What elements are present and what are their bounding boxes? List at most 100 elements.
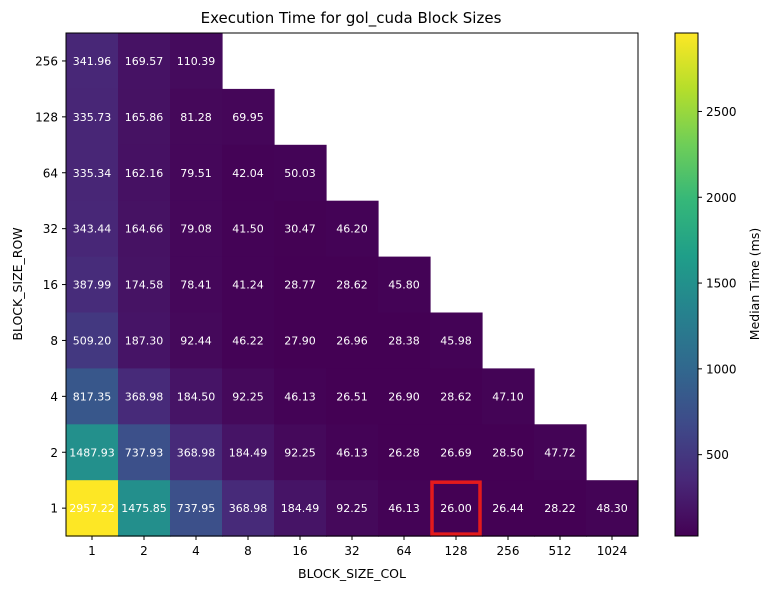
cell-value-label: 28.62	[336, 279, 368, 292]
heatmap-cell	[326, 480, 379, 537]
heatmap-cell	[66, 88, 119, 146]
heatmap-cell	[326, 424, 379, 481]
heatmap-cell	[378, 312, 431, 369]
y-tick-label: 256	[35, 54, 58, 68]
cell-value-label: 110.39	[177, 55, 216, 68]
heatmap-cell	[170, 480, 223, 537]
heatmap-cell	[378, 480, 431, 537]
cell-value-label: 79.08	[180, 223, 212, 236]
heatmap-cell	[274, 424, 327, 481]
heatmap-cell	[222, 88, 275, 146]
heatmap-cell	[482, 424, 535, 481]
heatmap-cell	[274, 480, 327, 537]
cell-value-label: 184.50	[177, 390, 216, 403]
cell-value-label: 30.47	[284, 223, 316, 236]
cell-value-label: 26.69	[440, 446, 472, 459]
heatmap-cell	[326, 312, 379, 369]
x-tick-label: 32	[344, 544, 359, 558]
cell-value-label: 26.44	[492, 502, 524, 515]
heatmap-cell	[274, 256, 327, 314]
heatmap-cell	[170, 368, 223, 425]
cell-value-label: 26.51	[336, 390, 368, 403]
heatmap-cell	[378, 368, 431, 425]
cell-value-label: 1475.85	[121, 502, 167, 515]
heatmap-cell	[66, 200, 119, 258]
cell-value-label: 46.20	[336, 223, 368, 236]
heatmap-cells	[66, 33, 639, 537]
cell-value-label: 42.04	[232, 167, 264, 180]
cell-value-label: 28.38	[388, 334, 420, 347]
y-axis-ticks: 256 128 64 32 16 8 4 2 1	[35, 54, 66, 516]
y-tick-label: 32	[43, 222, 58, 236]
cell-value-label: 1487.93	[69, 446, 115, 459]
cell-value-label: 28.22	[544, 502, 576, 515]
heatmap-cell	[326, 368, 379, 425]
heatmap-cell	[170, 312, 223, 369]
colorbar-label: Median Time (ms)	[747, 228, 762, 340]
heatmap-cell	[222, 312, 275, 369]
heatmap-cell	[118, 33, 171, 90]
heatmap-cell	[222, 200, 275, 258]
y-tick-label: 128	[35, 110, 58, 124]
x-tick-label: 2	[140, 544, 148, 558]
colorbar-tick-label: 500	[706, 448, 729, 462]
heatmap-cell	[66, 424, 119, 481]
heatmap-cell	[222, 256, 275, 314]
x-tick-label: 16	[292, 544, 307, 558]
cell-value-label: 45.98	[440, 334, 472, 347]
cell-value-label: 26.96	[336, 334, 368, 347]
chart-title: Execution Time for gol_cuda Block Sizes	[201, 9, 502, 28]
cell-value-label: 92.44	[180, 334, 212, 347]
heatmap-cell	[66, 480, 119, 537]
colorbar-tick-label: 1000	[706, 362, 737, 376]
cell-value-label: 28.77	[284, 279, 316, 292]
cell-value-label: 2957.22	[69, 502, 115, 515]
cell-value-label: 165.86	[125, 111, 164, 124]
x-tick-label: 1	[88, 544, 96, 558]
heatmap-cell	[170, 144, 223, 202]
cell-value-label: 341.96	[73, 55, 112, 68]
heatmap-cell	[118, 144, 171, 202]
heatmap-cell	[482, 480, 535, 537]
cell-value-label: 28.50	[492, 446, 524, 459]
cell-value-label: 387.99	[73, 279, 112, 292]
cell-value-label: 184.49	[229, 446, 268, 459]
cell-value-label: 368.98	[229, 502, 268, 515]
x-tick-label: 64	[396, 544, 411, 558]
cell-value-label: 26.28	[388, 446, 420, 459]
heatmap-cell	[66, 256, 119, 314]
cell-value-label: 184.49	[281, 502, 320, 515]
heatmap-cell	[430, 312, 483, 369]
cell-value-label: 737.93	[125, 446, 164, 459]
heatmap-cell	[586, 480, 639, 537]
colorbar-ticks: 500 1000 1500 2000 2500	[698, 105, 737, 462]
x-tick-label: 512	[549, 544, 572, 558]
heatmap-cell	[118, 480, 171, 537]
y-axis-label: BLOCK_SIZE_ROW	[10, 227, 25, 340]
cell-value-label: 50.03	[284, 167, 316, 180]
cell-value-label: 79.51	[180, 167, 212, 180]
x-tick-label: 256	[497, 544, 520, 558]
heatmap-cell	[118, 424, 171, 481]
cell-value-label: 162.16	[125, 167, 164, 180]
cell-value-label: 69.95	[232, 111, 264, 124]
cell-value-label: 46.13	[284, 390, 316, 403]
cell-value-label: 78.41	[180, 279, 212, 292]
heatmap-cell	[118, 368, 171, 425]
heatmap-cell	[170, 200, 223, 258]
heatmap-cell	[170, 88, 223, 146]
heatmap-cell	[274, 200, 327, 258]
x-tick-label: 8	[244, 544, 252, 558]
y-tick-label: 8	[50, 334, 58, 348]
cell-value-label: 47.72	[544, 446, 576, 459]
heatmap-cell	[274, 312, 327, 369]
heatmap-cell	[326, 256, 379, 314]
y-tick-label: 1	[50, 502, 58, 516]
heatmap-cell	[326, 200, 379, 258]
y-tick-label: 2	[50, 446, 58, 460]
cell-value-label: 164.66	[125, 223, 164, 236]
cell-value-label: 92.25	[284, 446, 316, 459]
x-axis-label: BLOCK_SIZE_COL	[298, 566, 406, 581]
x-tick-label: 4	[192, 544, 200, 558]
